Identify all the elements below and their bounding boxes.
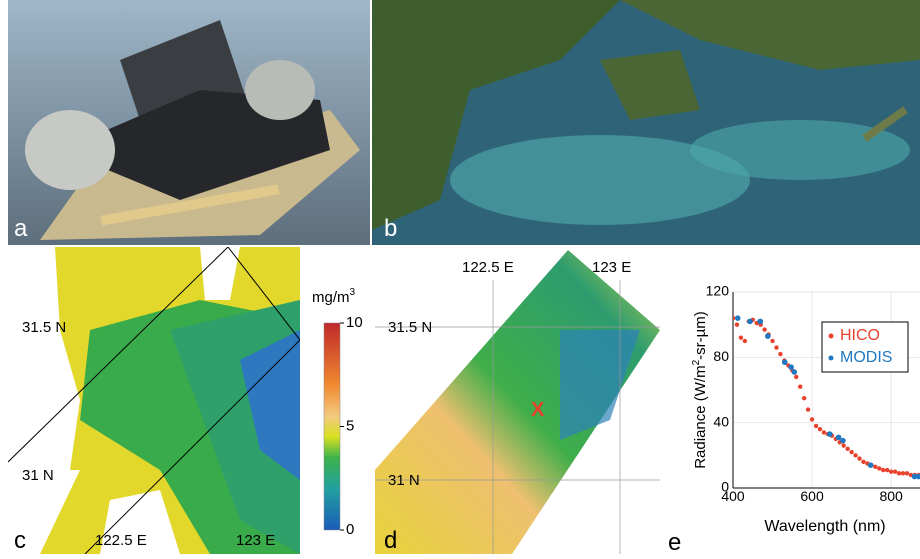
point <box>885 468 889 472</box>
point <box>794 375 798 379</box>
point <box>818 427 822 431</box>
point <box>873 465 877 469</box>
legend-marker <box>829 356 834 361</box>
x-tick-label: 400 <box>721 488 745 504</box>
point <box>901 471 905 475</box>
lat-label: 31.5 N <box>388 319 432 336</box>
point <box>739 336 743 340</box>
point <box>747 319 753 325</box>
point <box>814 424 818 428</box>
lon-label: 123 E <box>236 532 275 549</box>
point <box>861 460 865 464</box>
point <box>881 468 885 472</box>
map-c: 31.5 N 31 N 122.5 E 123 E c <box>8 247 300 554</box>
point <box>774 345 778 349</box>
unit-sup: 3 <box>350 287 356 298</box>
point <box>765 333 771 339</box>
y-label-part: Radiance (W/m <box>692 365 709 468</box>
point <box>778 352 782 356</box>
lat-label: 31.5 N <box>22 319 66 336</box>
panel-label: d <box>384 527 397 554</box>
photo-a: a <box>8 0 370 245</box>
point <box>841 443 845 447</box>
point <box>798 385 802 389</box>
map-d: 31.5 N 31 N 122.5 E 123 E X d <box>375 250 660 554</box>
y-tick-label: 120 <box>706 283 730 299</box>
panel-label: e <box>668 529 681 554</box>
y-tick-label: 80 <box>713 348 729 364</box>
unit: mg/m <box>312 289 350 306</box>
point <box>822 430 826 434</box>
point <box>840 438 846 444</box>
point <box>893 469 897 473</box>
point <box>827 431 833 437</box>
point <box>782 359 788 365</box>
point <box>868 462 874 468</box>
panel-label: a <box>14 215 28 242</box>
point <box>731 316 735 320</box>
point <box>897 471 901 475</box>
legend-label: MODIS <box>840 349 892 366</box>
x-axis-label: Wavelength (nm) <box>764 518 885 535</box>
colorbar-unit: mg/m3 <box>312 287 356 306</box>
point <box>788 364 794 370</box>
photo-b: b <box>372 0 920 245</box>
point <box>743 339 747 343</box>
point <box>762 327 766 331</box>
point <box>757 319 763 325</box>
point <box>845 447 849 451</box>
point <box>877 466 881 470</box>
y-label-part: -sr-µm) <box>692 311 709 360</box>
colorbar-tick-label: 0 <box>346 521 354 538</box>
x-tick-label: 800 <box>879 488 903 504</box>
point <box>806 407 810 411</box>
colorbar-tick-label: 10 <box>346 314 363 331</box>
colorbar-tick-label: 5 <box>346 417 354 434</box>
point <box>857 456 861 460</box>
legend-marker <box>829 334 834 339</box>
point <box>735 315 741 321</box>
chart-e: e Radiance (W/m2-sr-µm) Wavelength (nm) … <box>668 283 920 554</box>
lat-label: 31 N <box>22 467 54 484</box>
point <box>791 369 797 375</box>
lon-label: 123 E <box>592 259 631 276</box>
panel-label: c <box>14 527 26 554</box>
lon-label: 122.5 E <box>95 532 147 549</box>
panel-label: b <box>384 215 397 242</box>
y-tick-label: 40 <box>713 413 729 429</box>
point <box>849 450 853 454</box>
point <box>889 469 893 473</box>
lon-label: 122.5 E <box>462 259 514 276</box>
y-axis-label: Radiance (W/m2-sr-µm) <box>691 311 709 469</box>
station-marker: X <box>531 399 545 421</box>
point <box>770 339 774 343</box>
lat-label: 31 N <box>388 472 420 489</box>
x-tick-label: 600 <box>800 488 824 504</box>
figure: a b 31.5 N 31 N 122.5 E 123 E c mg/m3 0 5… <box>0 0 920 554</box>
legend-label: HICO <box>840 327 880 344</box>
point <box>810 417 814 421</box>
point <box>905 471 909 475</box>
point <box>735 322 739 326</box>
colorbar: mg/m3 0 5 10 <box>312 287 363 538</box>
point <box>802 396 806 400</box>
point <box>853 453 857 457</box>
